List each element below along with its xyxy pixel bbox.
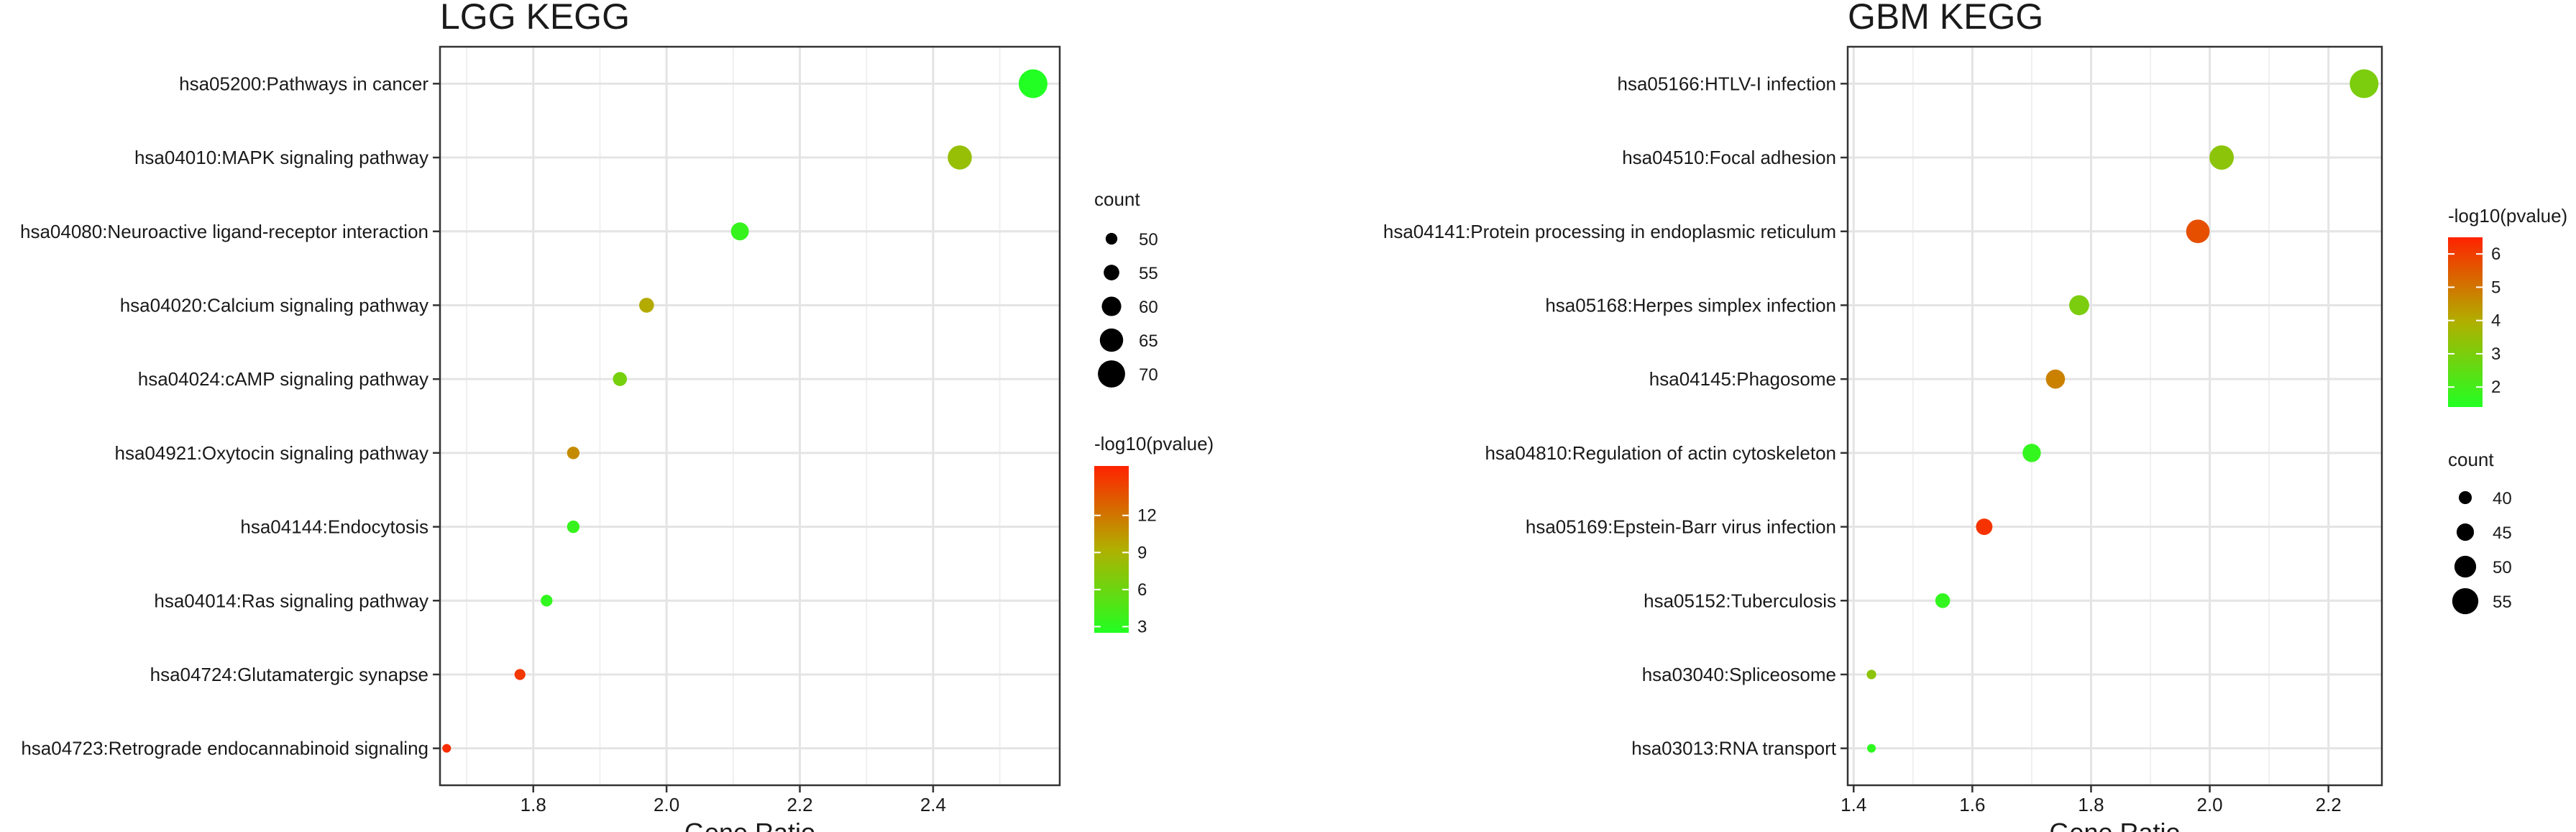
data-point — [639, 298, 654, 313]
size-legend-key — [2456, 523, 2475, 541]
data-point — [2045, 369, 2066, 389]
chart-title: GBM KEGG — [1848, 0, 2043, 37]
data-point — [1018, 69, 1048, 99]
chart-panel-1: hsa05200:Pathways in cancer hsa04010:MAPK… — [20, 0, 1214, 832]
data-point — [730, 222, 749, 241]
size-legend: count 50 55 60 65 70 — [1094, 188, 1158, 388]
color-legend-label: 3 — [1137, 617, 1147, 636]
color-legend-bar — [1094, 466, 1129, 633]
size-legend-key — [2458, 490, 2472, 505]
color-legend: -log10(pvalue) 2 3 4 5 6 — [2448, 205, 2567, 407]
data-point — [541, 595, 553, 607]
y-tick-label: hsa05152:Tuberculosis — [1644, 590, 1836, 611]
y-tick-label: hsa04921:Oxytocin signaling pathway — [114, 442, 428, 464]
y-tick-label: hsa05200:Pathways in cancer — [179, 73, 428, 94]
y-tick-label: hsa04144:Endocytosis — [240, 516, 428, 538]
data-point — [442, 744, 452, 753]
y-tick-label: hsa04810:Regulation of actin cytoskeleto… — [1485, 442, 1836, 464]
x-tick-label: 2.2 — [787, 794, 812, 815]
x-tick-label: 2.2 — [2316, 794, 2342, 815]
y-tick-label: hsa04141:Protein processing in endoplasm… — [1383, 221, 1836, 242]
y-tick-label: hsa04020:Calcium signaling pathway — [120, 294, 428, 316]
size-legend-key — [1104, 265, 1119, 280]
chart-title: LGG KEGG — [440, 0, 630, 37]
x-axis-title: Gene Ratio — [684, 818, 815, 832]
size-legend-title: count — [2448, 449, 2494, 470]
size-legend-label: 55 — [2493, 593, 2512, 612]
color-legend-bar — [2448, 237, 2483, 407]
y-tick-label: hsa05166:HTLV-I infection — [1618, 73, 1836, 94]
size-legend-key — [1101, 296, 1122, 316]
x-tick-label: 2.4 — [920, 794, 946, 815]
color-legend-label: 2 — [2491, 378, 2501, 397]
data-point — [514, 669, 526, 680]
size-legend-label: 40 — [2493, 489, 2512, 508]
color-legend-label: 3 — [2491, 344, 2501, 364]
data-point — [2069, 295, 2089, 316]
size-legend-key — [1098, 360, 1125, 388]
x-tick-label: 2.0 — [654, 794, 679, 815]
size-legend-label: 60 — [1139, 298, 1158, 317]
data-point — [613, 372, 628, 386]
y-tick-label: hsa04080:Neuroactive ligand-receptor int… — [20, 221, 428, 242]
y-tick-label: hsa04723:Retrograde endocannabinoid sign… — [21, 738, 428, 759]
plot-border — [1846, 45, 2383, 787]
color-legend-label: 5 — [2491, 278, 2501, 297]
plot-area — [1848, 47, 2382, 785]
size-legend-label: 50 — [2493, 558, 2512, 577]
color-legend-label: 6 — [2491, 244, 2501, 264]
y-tick-label: hsa05169:Epstein-Barr virus infection — [1526, 516, 1836, 538]
data-point — [567, 447, 580, 460]
data-point — [2350, 69, 2379, 99]
plot-area — [440, 47, 1060, 785]
size-legend-label: 70 — [1139, 365, 1158, 385]
x-tick-label: 1.8 — [521, 794, 546, 815]
color-legend-label: 12 — [1137, 506, 1157, 526]
color-legend-label: 9 — [1137, 543, 1147, 562]
size-legend-key — [2452, 588, 2479, 615]
x-tick-label: 1.4 — [1841, 794, 1866, 815]
y-tick-label: hsa03013:RNA transport — [1631, 738, 1837, 759]
color-legend-label: 4 — [2491, 311, 2501, 331]
y-tick-label: hsa04010:MAPK signaling pathway — [134, 147, 428, 168]
data-point — [1935, 593, 1951, 608]
x-axis-title: Gene Ratio — [2049, 818, 2180, 832]
size-legend-key — [1099, 328, 1124, 352]
size-legend-title: count — [1094, 188, 1140, 210]
data-point — [948, 145, 972, 170]
y-tick-label: hsa04145:Phagosome — [1649, 368, 1836, 390]
data-point — [1976, 518, 1993, 536]
size-legend-label: 65 — [1139, 332, 1158, 351]
y-tick-label: hsa04724:Glutamatergic synapse — [150, 664, 428, 685]
color-legend-title: -log10(pvalue) — [1094, 433, 1214, 454]
y-tick-label: hsa04024:cAMP signaling pathway — [138, 368, 428, 390]
data-point — [1867, 744, 1876, 753]
y-tick-label: hsa05168:Herpes simplex infection — [1545, 294, 1836, 316]
size-legend-key — [1105, 232, 1118, 245]
data-point — [2209, 145, 2234, 170]
y-tick-label: hsa04014:Ras signaling pathway — [154, 590, 428, 611]
data-point — [567, 520, 580, 534]
chart-panel-2: hsa05166:HTLV-I infection hsa04510:Focal … — [1383, 0, 2567, 832]
x-tick-label: 1.8 — [2078, 794, 2104, 815]
data-point — [2022, 444, 2041, 462]
size-legend-label: 50 — [1139, 230, 1158, 250]
y-tick-label: hsa03040:Spliceosome — [1642, 664, 1836, 685]
plot-border — [439, 45, 1061, 787]
size-legend-key — [2454, 555, 2477, 578]
data-point — [1866, 669, 1876, 680]
color-legend-label: 6 — [1137, 580, 1147, 600]
data-point — [2186, 219, 2210, 244]
size-legend: count 40 45 50 55 — [2448, 449, 2512, 615]
size-legend-label: 55 — [1139, 264, 1158, 283]
size-legend-label: 45 — [2493, 524, 2512, 543]
x-tick-label: 1.6 — [1959, 794, 1985, 815]
color-legend-title: -log10(pvalue) — [2448, 205, 2567, 227]
color-legend: -log10(pvalue) 3 6 9 12 — [1094, 433, 1214, 636]
x-tick-label: 2.0 — [2197, 794, 2223, 815]
y-tick-label: hsa04510:Focal adhesion — [1622, 147, 1836, 168]
